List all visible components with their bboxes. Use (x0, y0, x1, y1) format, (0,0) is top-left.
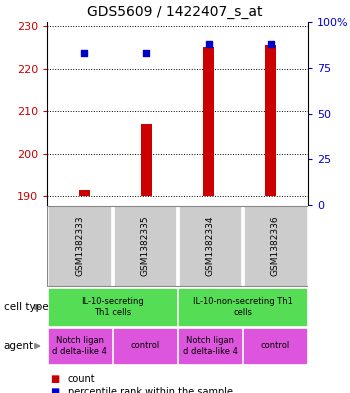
Bar (141, 124, 152, 196)
Text: ■: ■ (50, 374, 60, 384)
Text: control: control (261, 342, 290, 351)
Text: agent: agent (4, 341, 34, 351)
Bar (265, 46, 276, 196)
Point (206, 41, 211, 47)
Text: GSM1382334: GSM1382334 (205, 216, 215, 276)
Text: percentile rank within the sample: percentile rank within the sample (68, 387, 233, 393)
Text: IL-10-secreting
Th1 cells: IL-10-secreting Th1 cells (81, 297, 144, 317)
Text: GSM1382335: GSM1382335 (140, 216, 149, 276)
Point (82, 50, 87, 56)
Bar (48, 206, 111, 286)
Bar (113, 328, 177, 364)
Text: GSM1382333: GSM1382333 (75, 216, 84, 276)
Bar (48, 328, 112, 364)
Point (268, 41, 273, 47)
Text: GSM1382336: GSM1382336 (271, 216, 280, 276)
Bar (244, 206, 307, 286)
Bar (178, 328, 242, 364)
Bar (178, 288, 307, 326)
Text: Notch ligan
d delta-like 4: Notch ligan d delta-like 4 (52, 336, 107, 356)
Text: IL-10-non-secreting Th1
cells: IL-10-non-secreting Th1 cells (193, 297, 293, 317)
Text: Notch ligan
d delta-like 4: Notch ligan d delta-like 4 (183, 336, 238, 356)
Text: control: control (130, 342, 160, 351)
Bar (243, 328, 307, 364)
Bar (179, 206, 241, 286)
Bar (48, 288, 177, 326)
Text: GDS5609 / 1422407_s_at: GDS5609 / 1422407_s_at (87, 5, 263, 19)
Bar (79, 190, 90, 196)
Bar (113, 206, 176, 286)
Text: ■: ■ (50, 387, 60, 393)
Text: cell type: cell type (4, 302, 48, 312)
Point (144, 50, 149, 56)
Bar (203, 47, 214, 196)
Text: count: count (68, 374, 96, 384)
